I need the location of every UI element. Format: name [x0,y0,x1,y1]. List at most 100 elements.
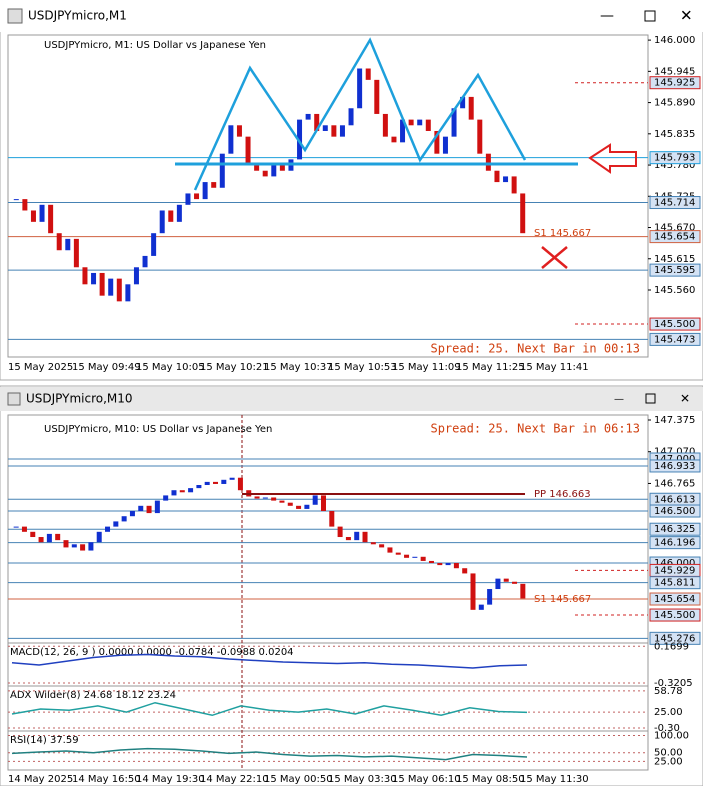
price-level-label: 146.196 [654,538,695,549]
time-label: 15 May 00:50 [264,774,333,785]
time-label: 15 May 06:10 [392,774,461,785]
price-level-label: 145.793 [654,153,695,164]
candle [370,542,376,545]
candle [382,113,388,137]
price-level-label: 145.714 [654,198,695,209]
candle [329,511,335,527]
candle [125,284,131,302]
price-label-box [649,263,701,277]
indicator-tick-label: 58.78 [654,686,683,697]
candle [487,589,493,605]
indicator-label: ADX Wilder(8) 24.68 18.12 23.24 [10,690,176,701]
candle [13,199,19,201]
price-level-label: 146.325 [654,524,695,535]
time-label: 15 May 03:30 [328,774,397,785]
candle [129,511,135,517]
candle [494,170,500,183]
time-label: 14 May 22:10 [200,774,269,785]
arrow-drawing [588,143,637,174]
candle [82,267,88,285]
pp-label: PP 146.663 [534,489,591,500]
candle [213,481,219,484]
indicator-tick-label: -0.30 [654,723,680,734]
candle [188,488,194,493]
candle [171,490,177,496]
candle [271,497,277,501]
maximize-button[interactable] [645,393,656,404]
candle [345,537,351,541]
indicator-line [11,653,528,669]
chart-label: USDJPYmicro, M10: US Dollar vs Japanese … [44,424,272,435]
close-button[interactable]: ✕ [680,7,693,25]
candle [38,537,44,543]
price-level-label: 145.473 [654,334,695,345]
candle [420,556,426,561]
price-level-label: 145.276 [654,633,695,644]
price-label-box [649,536,701,550]
indicator-tick-label: 50.00 [654,748,683,759]
price-label-box [649,631,701,645]
candle [194,193,200,200]
minimize-button[interactable]: — [600,8,614,24]
candle [13,526,19,528]
price-label-box [649,196,701,210]
candle [339,125,345,137]
candle [237,477,243,491]
candle [116,278,122,302]
candle [108,278,114,296]
price-level-label: 145.811 [654,578,695,589]
candle [138,505,144,512]
price-level-label: 145.654 [654,232,695,243]
indicator-label: MACD(12, 26, 9 ) 0.0000 0.0000 -0.0784 -… [10,647,294,658]
candle [254,496,260,499]
candle [460,96,466,109]
pattern-drawing [193,37,527,191]
price-tick-label: 145.890 [654,98,695,109]
spread-text: Spread: 25. Next Bar in 06:13 [430,422,640,436]
candle [254,165,260,171]
time-label: 15 May 09:49 [72,362,141,373]
candle [262,170,268,177]
candle [520,583,526,599]
candle [470,573,476,610]
price-label-box [649,576,701,590]
close-button[interactable]: ✕ [680,392,690,406]
candle [219,153,225,188]
candle [121,516,127,522]
price-level-label: 146.500 [654,506,695,517]
spread-text: Spread: 25. Next Bar in 00:13 [430,342,640,356]
candle [387,547,393,553]
indicator-line [11,747,528,761]
candle [228,125,234,154]
time-label: 15 May 08:50 [456,774,525,785]
price-label-box [649,459,701,473]
candle [477,119,483,154]
minimize-button[interactable]: — [614,394,624,405]
candle [404,554,410,558]
candle [65,238,71,251]
price-level-label: 146.933 [654,461,695,472]
candle [305,113,311,120]
candle [434,130,440,154]
time-label: 15 May 11:30 [520,774,589,785]
price-tick-label: 146.765 [654,478,695,489]
candle [337,526,343,538]
price-level-label: 145.925 [654,78,695,89]
candle [395,552,401,555]
price-label-box [649,504,701,518]
candle [30,531,36,538]
candle [63,540,69,548]
time-label: 15 May 2025 [8,362,73,373]
price-level-label: 145.654 [654,594,695,605]
title-bar [0,0,703,32]
candle [362,531,368,543]
candle [113,521,119,527]
s1-label: S1 145.667 [534,594,591,605]
maximize-button[interactable] [644,10,656,22]
candle [374,79,380,114]
candle [412,556,418,558]
candle [391,136,397,143]
price-tick-label: 145.670 [654,223,695,234]
time-label: 15 May 11:41 [520,362,589,373]
price-level-label: 145.929 [654,565,695,576]
